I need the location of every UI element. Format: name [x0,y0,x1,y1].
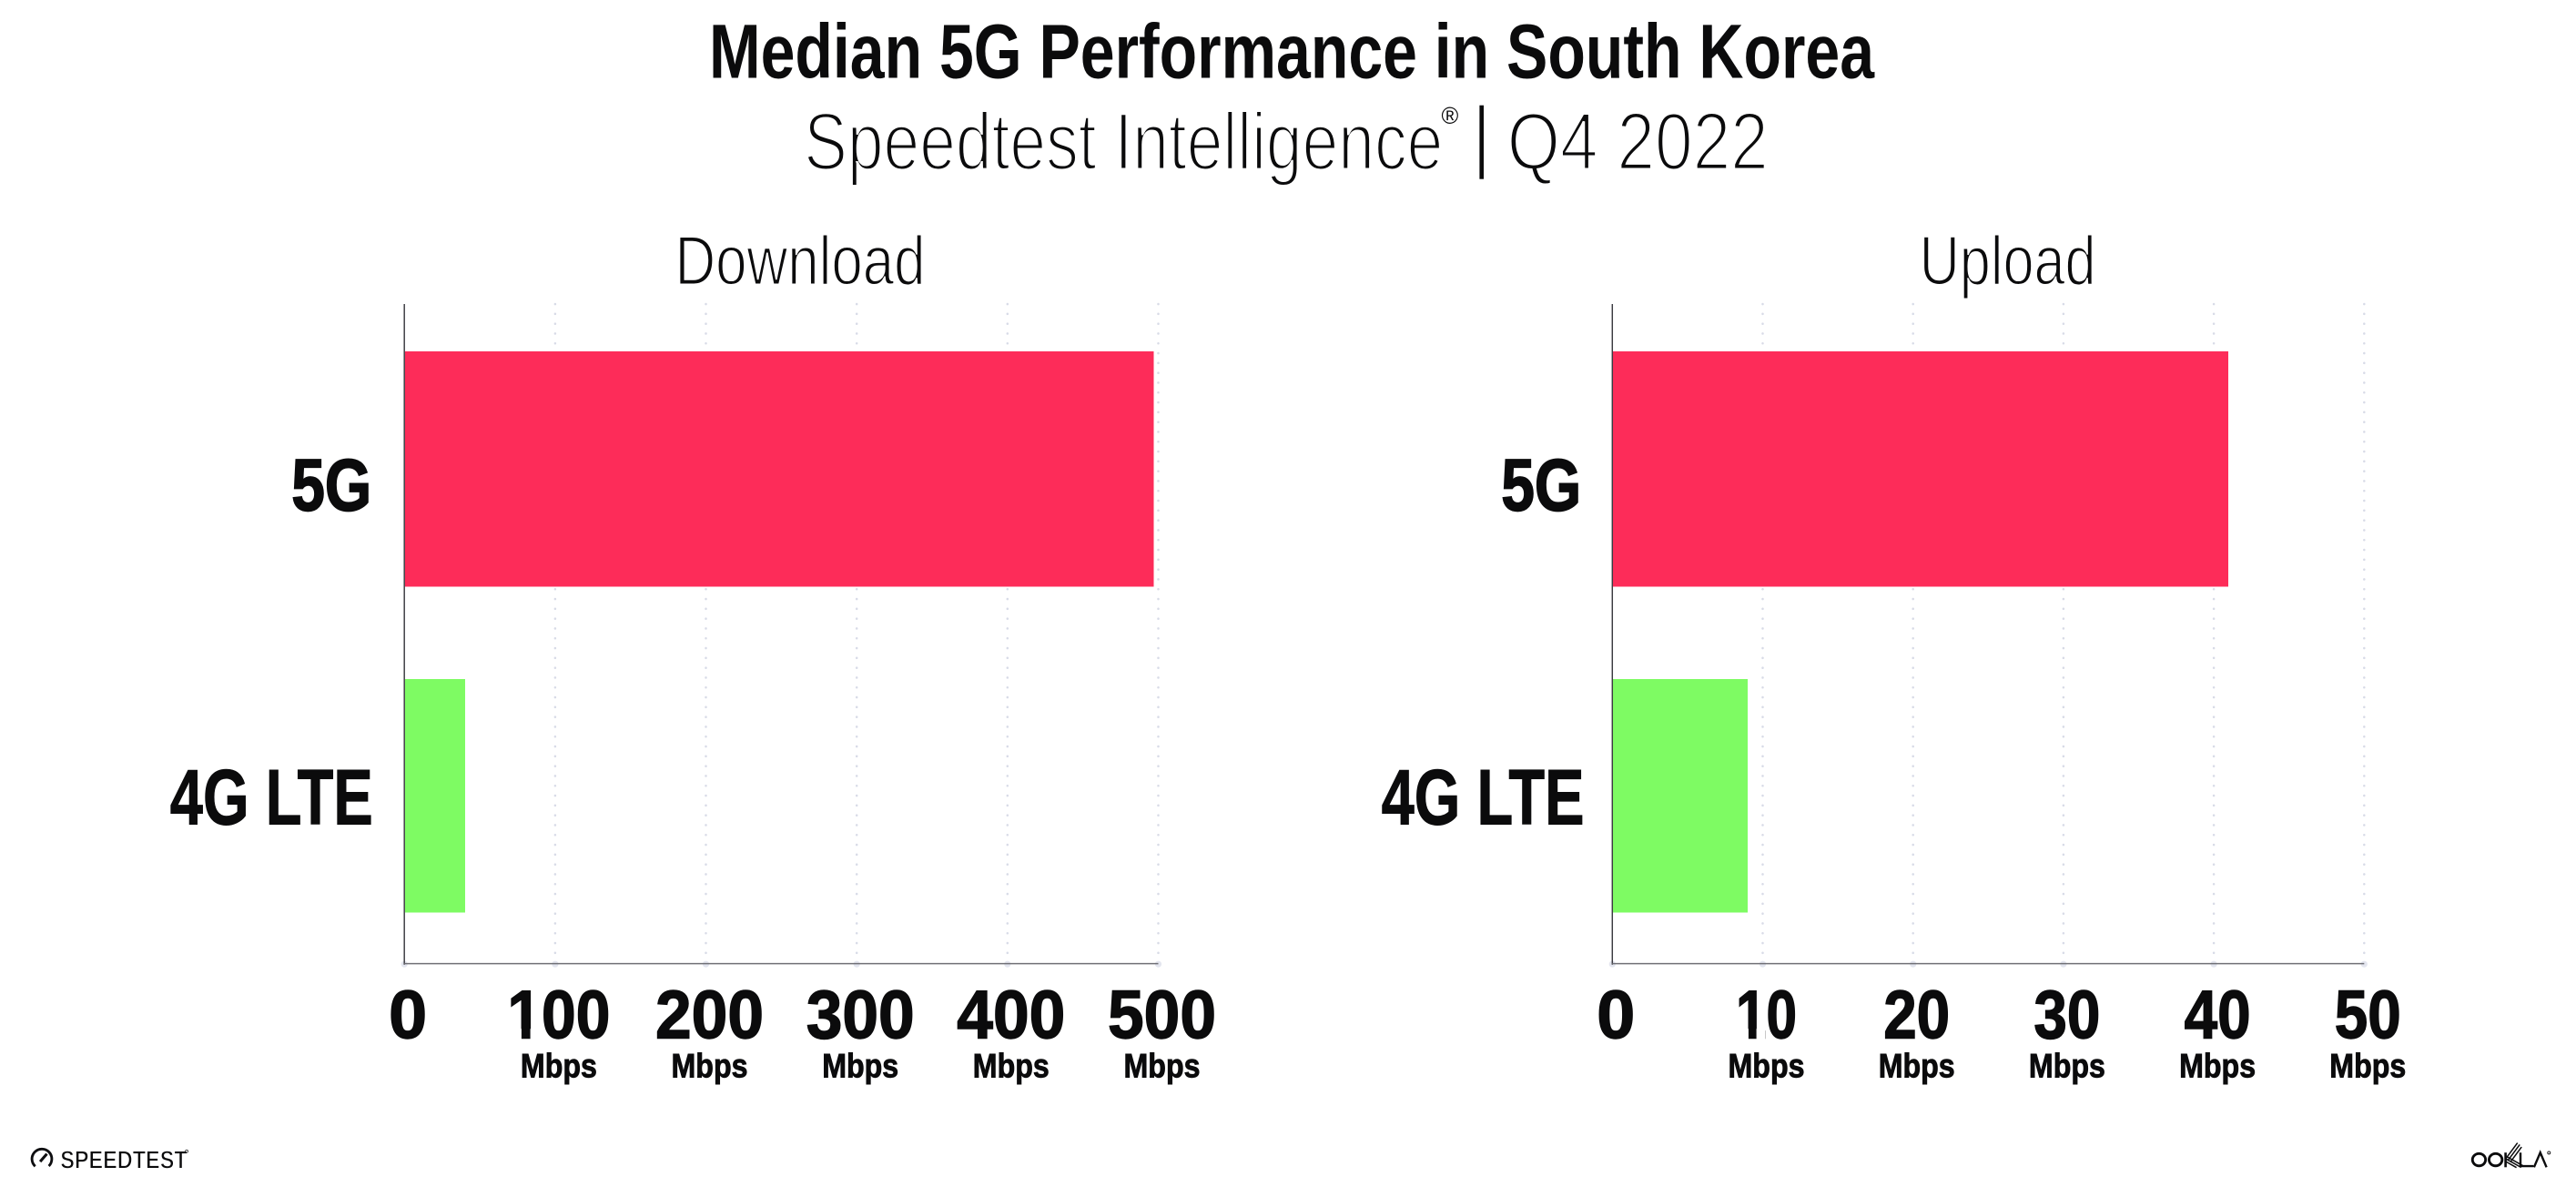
svg-text:0: 0 [1597,977,1635,1053]
svg-text:Mbps: Mbps [2329,1046,2406,1084]
svg-text:100: 100 [507,977,610,1053]
svg-text:5G: 5G [291,445,371,527]
svg-text:50: 50 [2335,977,2401,1053]
svg-text:®: ® [1442,104,1459,129]
svg-text:0: 0 [389,977,427,1053]
svg-text:Mbps: Mbps [2029,1046,2105,1084]
svg-text:Mbps: Mbps [1124,1046,1201,1084]
svg-text:Download: Download [675,223,926,300]
svg-text:200: 200 [655,977,764,1053]
svg-text:Speedtest Intelligence: Speedtest Intelligence [804,96,1443,187]
svg-text:Mbps: Mbps [1729,1046,1805,1084]
svg-text:30: 30 [2033,977,2100,1053]
svg-text:Upload: Upload [1920,223,2096,300]
svg-text:500: 500 [1108,977,1216,1053]
svg-text:20: 20 [1883,977,1950,1053]
svg-text:4G LTE: 4G LTE [170,754,373,841]
svg-text:4G LTE: 4G LTE [1382,754,1585,841]
svg-text:10: 10 [1736,977,1797,1053]
svg-text:Mbps: Mbps [2179,1046,2256,1084]
svg-text:Mbps: Mbps [672,1046,748,1084]
svg-text:Mbps: Mbps [973,1046,1050,1084]
svg-text:40: 40 [2185,977,2251,1053]
svg-text:400: 400 [957,977,1065,1053]
svg-text:Mbps: Mbps [521,1046,597,1084]
svg-text:SPEEDTEST: SPEEDTEST [60,1146,188,1174]
svg-text:300: 300 [806,977,915,1053]
svg-text:Median 5G Performance in South: Median 5G Performance in South Korea [709,8,1875,94]
svg-text:5G: 5G [1501,445,1581,527]
svg-text:Mbps: Mbps [822,1046,898,1084]
svg-text:Q4 2022: Q4 2022 [1507,96,1769,187]
svg-text:Mbps: Mbps [1879,1046,1955,1084]
